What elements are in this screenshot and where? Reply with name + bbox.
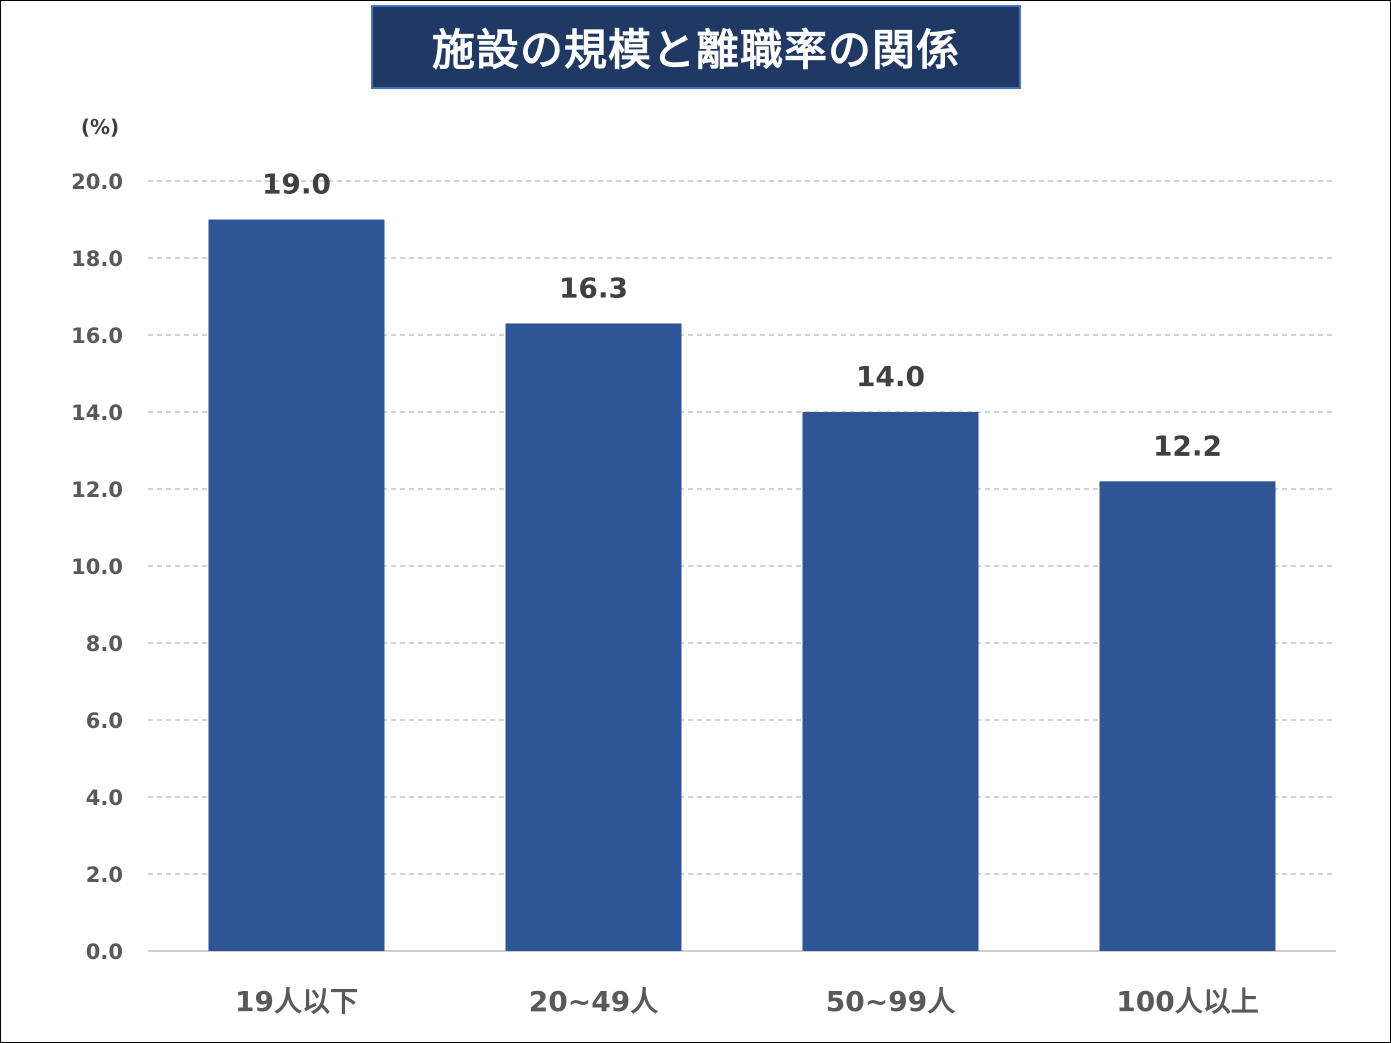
data-label: 16.3 — [559, 271, 628, 304]
y-tick-label: 8.0 — [86, 632, 123, 656]
y-tick-label: 18.0 — [71, 247, 123, 271]
y-tick-label: 16.0 — [71, 324, 123, 348]
y-tick-label: 20.0 — [71, 170, 123, 194]
y-tick-label: 12.0 — [71, 478, 123, 502]
bar — [505, 323, 682, 951]
label-layer: 0.0 2.0 4.0 6.0 8.0 10.0 12.0 14.0 16.0 18.0 20.0 1… — [71, 168, 1259, 1019]
y-tick-label: 2.0 — [86, 863, 123, 887]
category-label: 20~49人 — [529, 985, 658, 1018]
bar — [1099, 481, 1276, 951]
data-label: 12.2 — [1153, 429, 1222, 462]
bar — [208, 219, 385, 951]
y-tick-label: 6.0 — [86, 709, 123, 733]
category-label: 19人以下 — [235, 985, 358, 1018]
data-label: 14.0 — [856, 360, 925, 393]
data-label: 19.0 — [262, 168, 331, 201]
category-label: 100人以上 — [1116, 985, 1258, 1018]
y-tick-label: 14.0 — [71, 401, 123, 425]
y-tick-label: 0.0 — [86, 940, 123, 964]
category-label: 50~99人 — [826, 985, 955, 1018]
y-tick-label: 4.0 — [86, 786, 123, 810]
y-unit-label: (%) — [81, 115, 119, 139]
bar — [802, 412, 979, 951]
bar-layer — [208, 219, 1276, 951]
chart-title: 施設の規模と離職率の関係 — [371, 5, 1021, 89]
y-tick-label: 10.0 — [71, 555, 123, 579]
